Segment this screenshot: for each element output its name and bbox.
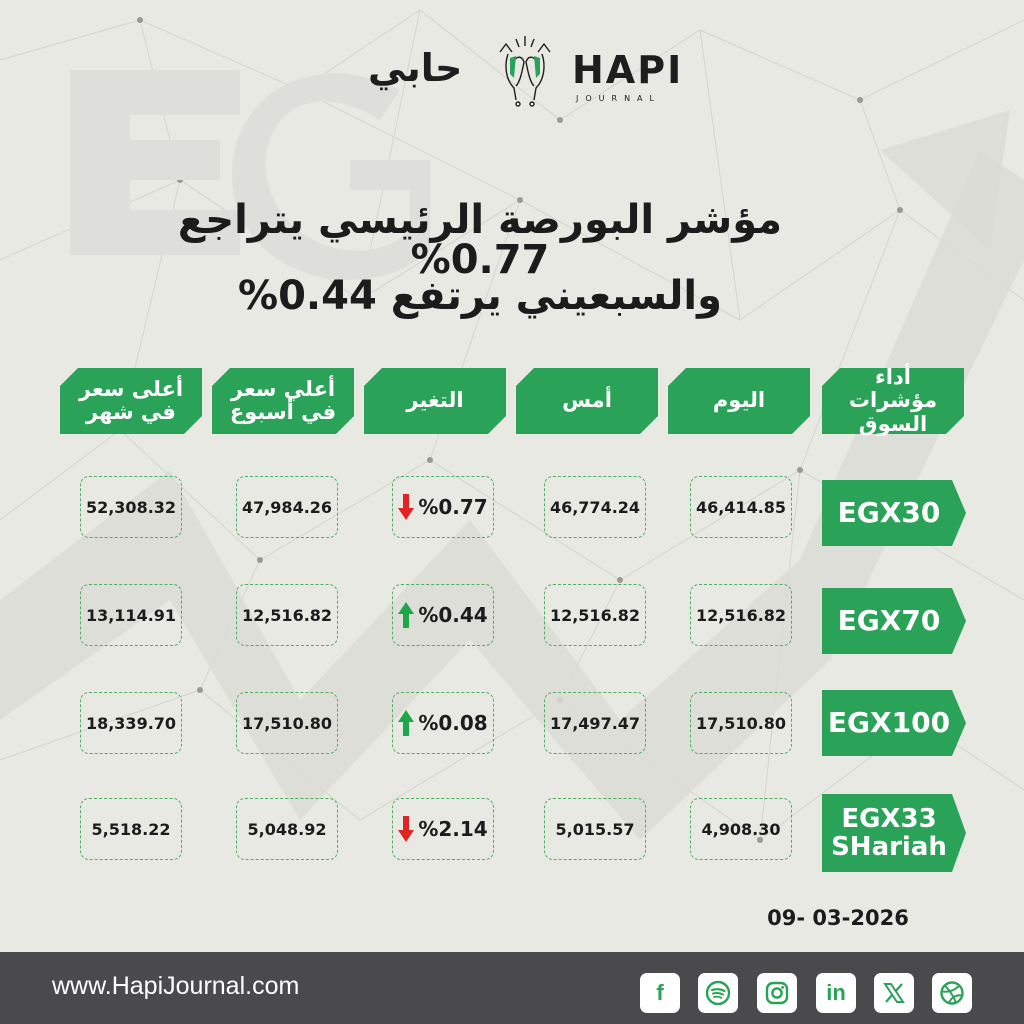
index-label-egx70: EGX70 (822, 588, 966, 654)
headline-line-1: مؤشر البورصة الرئيسي يتراجع 0.77% (177, 197, 783, 283)
change-value: %0.77 (418, 495, 488, 519)
header-market-indices-label: أداء مؤشرات السوق (848, 365, 938, 436)
cell-week-high: 47,984.26 (236, 476, 338, 538)
index-name: EGX70 (837, 603, 941, 637)
cell-today: 46,414.85 (690, 476, 792, 538)
spotify-icon[interactable] (698, 973, 738, 1013)
up-arrow-icon (398, 602, 415, 628)
cell-change: %0.77 (392, 476, 494, 538)
index-name: EGX33 SHariah (831, 803, 947, 862)
brand-name-english: HAPI (572, 48, 684, 92)
change-value: %0.08 (418, 711, 488, 735)
dribbble-icon[interactable] (932, 973, 972, 1013)
cell-week-high: 12,516.82 (236, 584, 338, 646)
cell-month-high: 5,518.22 (80, 798, 182, 860)
up-arrow-icon (398, 710, 415, 736)
down-arrow-icon (398, 494, 415, 520)
header-yesterday-label: أمس (562, 388, 612, 413)
header-yesterday: أمس (516, 368, 658, 434)
cell-month-high: 52,308.32 (80, 476, 182, 538)
cell-yesterday: 46,774.24 (544, 476, 646, 538)
facebook-icon[interactable]: f (640, 973, 680, 1013)
x-icon[interactable] (874, 973, 914, 1013)
cell-yesterday: 12,516.82 (544, 584, 646, 646)
linkedin-icon[interactable]: in (816, 973, 856, 1013)
index-label-egx30: EGX30 (822, 480, 966, 546)
cell-change: %0.08 (392, 692, 494, 754)
cell-week-high: 5,048.92 (236, 798, 338, 860)
header-market-indices: أداء مؤشرات السوق (822, 365, 964, 436)
header-week-high-label: أعلي سعر في أسبوع (229, 376, 337, 424)
instagram-icon[interactable] (757, 973, 797, 1013)
cell-change: %0.44 (392, 584, 494, 646)
header-month-high-label: أعلى سعر في شهر (78, 376, 184, 424)
header-change-label: التغير (406, 388, 464, 413)
cell-week-high: 17,510.80 (236, 692, 338, 754)
report-date: 09- 03-2026 (767, 906, 909, 930)
cell-change: %2.14 (392, 798, 494, 860)
hapi-logo: حابي HAPI JOURNAL (362, 28, 681, 114)
cell-today: 12,516.82 (690, 584, 792, 646)
cell-yesterday: 5,015.57 (544, 798, 646, 860)
header-today-label: اليوم (712, 388, 766, 413)
header-today: اليوم (668, 368, 810, 434)
index-name: EGX100 (827, 705, 951, 739)
cell-month-high: 13,114.91 (80, 584, 182, 646)
cell-today: 17,510.80 (690, 692, 792, 754)
change-value: %2.14 (418, 817, 488, 841)
headline-line-2: والسبعيني يرتفع 0.44% (238, 273, 722, 319)
header-change: التغير (364, 368, 506, 434)
change-value: %0.44 (418, 603, 488, 627)
header-month-high: أعلى سعر في شهر (60, 368, 202, 434)
brand-name-arabic: حابي (368, 46, 463, 90)
website-link[interactable]: www.HapiJournal.com (52, 972, 300, 1000)
header-week-high: أعلي سعر في أسبوع (212, 368, 354, 434)
cell-yesterday: 17,497.47 (544, 692, 646, 754)
down-arrow-icon (398, 816, 415, 842)
cell-today: 4,908.30 (690, 798, 792, 860)
brand-subtitle: JOURNAL (576, 94, 661, 103)
index-label-egx100: EGX100 (822, 690, 966, 756)
index-label-egx33-shariah: EGX33 SHariah (822, 794, 966, 872)
cell-month-high: 18,339.70 (80, 692, 182, 754)
footer-bar: www.HapiJournal.com f in (0, 952, 1024, 1024)
index-name: EGX30 (837, 495, 941, 529)
pharaoh-emblem-icon (499, 36, 551, 107)
